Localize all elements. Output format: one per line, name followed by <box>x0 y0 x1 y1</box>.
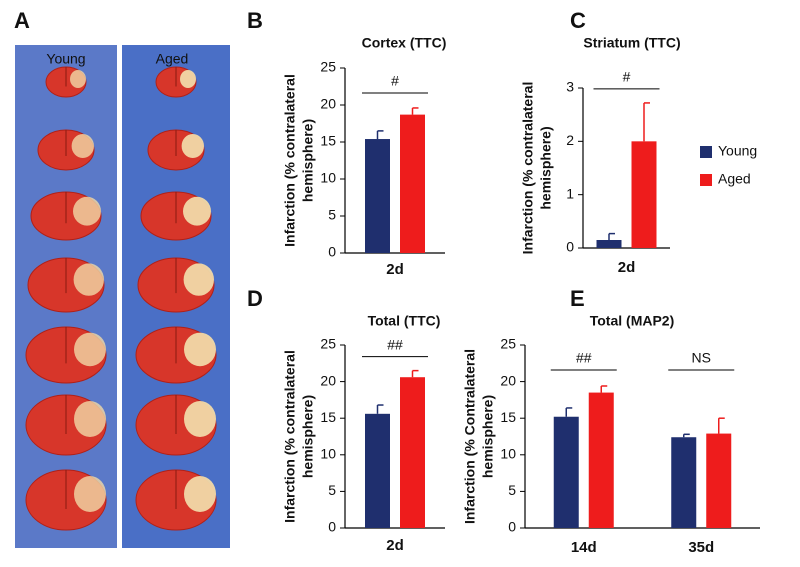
y-tick-label: 10 <box>500 446 516 462</box>
y-axis-label: hemisphere) <box>300 395 316 478</box>
y-axis-label: Infarction (% contralateral <box>282 74 298 247</box>
y-axis-label: hemisphere) <box>480 395 496 478</box>
infarct <box>74 401 106 437</box>
y-tick-label: 5 <box>508 482 516 498</box>
significance-label: # <box>391 73 399 89</box>
y-tick-label: 20 <box>500 372 516 388</box>
infarct <box>74 476 106 512</box>
infarct <box>181 134 204 158</box>
y-tick-label: 10 <box>320 170 336 186</box>
infarct <box>180 70 196 88</box>
panel-letter: E <box>570 286 585 311</box>
infarct <box>70 70 86 88</box>
infarct <box>73 196 101 226</box>
chart-title: Total (TTC) <box>368 313 441 329</box>
column-label: Young <box>46 51 85 67</box>
bar <box>365 139 390 253</box>
y-tick-label: 2 <box>566 132 574 148</box>
y-tick-label: 25 <box>320 336 336 352</box>
chart-title: Striatum (TTC) <box>583 35 680 51</box>
panel-letter: A <box>14 8 30 33</box>
y-tick-label: 15 <box>500 409 516 425</box>
bar <box>400 114 425 254</box>
brain-slices <box>25 66 217 531</box>
infarct <box>71 134 95 158</box>
infarct <box>184 401 216 437</box>
y-tick-label: 15 <box>320 133 336 149</box>
y-tick-label: 5 <box>328 482 336 498</box>
y-tick-label: 1 <box>566 185 574 201</box>
x-tick-label: 2d <box>386 261 404 278</box>
x-tick-label: 2d <box>618 259 636 276</box>
legend-label: Aged <box>718 171 751 187</box>
bar <box>365 413 390 528</box>
y-tick-label: 0 <box>566 239 574 255</box>
y-axis-label: hemisphere) <box>300 119 316 202</box>
y-tick-label: 20 <box>320 96 336 112</box>
infarct <box>74 332 106 367</box>
y-tick-label: 0 <box>328 519 336 535</box>
legend-swatch <box>700 174 712 186</box>
panel-letter: B <box>247 8 263 33</box>
infarct <box>184 332 216 367</box>
x-tick-label: 2d <box>386 537 404 554</box>
significance-label: ## <box>576 350 592 366</box>
significance-label: # <box>623 69 631 85</box>
y-tick-label: 0 <box>328 244 336 260</box>
y-axis-label: Infarction (% contralateral <box>282 350 298 523</box>
y-tick-label: 25 <box>500 336 516 352</box>
legend-swatch <box>700 146 712 158</box>
panel-letter: D <box>247 286 263 311</box>
panel-letter: C <box>570 8 586 33</box>
chart-title: Total (MAP2) <box>590 313 675 329</box>
legend-label: Young <box>718 143 757 159</box>
bar <box>553 416 579 528</box>
column-label: Aged <box>156 51 189 67</box>
infarct <box>184 476 216 512</box>
bar <box>631 141 657 248</box>
bar <box>671 437 697 528</box>
y-axis-label: Infarction (% contralateral <box>520 82 536 255</box>
bar <box>706 433 732 528</box>
x-tick-label: 35d <box>688 539 714 556</box>
y-tick-label: 10 <box>320 446 336 462</box>
bar <box>596 240 622 248</box>
y-tick-label: 20 <box>320 372 336 388</box>
y-axis-label: hemisphere) <box>538 126 554 209</box>
y-tick-label: 15 <box>320 409 336 425</box>
x-tick-label: 14d <box>571 539 597 556</box>
bar <box>588 392 614 528</box>
y-tick-label: 25 <box>320 59 336 75</box>
y-axis-label: Infarction (% Contralateral <box>462 349 478 524</box>
y-tick-label: 0 <box>508 519 516 535</box>
significance-label: ## <box>387 336 403 352</box>
infarct <box>183 196 211 226</box>
infarct <box>183 263 214 296</box>
chart-title: Cortex (TTC) <box>362 35 447 51</box>
y-tick-label: 3 <box>566 79 574 95</box>
significance-label: NS <box>692 350 711 366</box>
bar <box>400 377 425 528</box>
infarct <box>73 263 105 296</box>
y-tick-label: 5 <box>328 207 336 223</box>
